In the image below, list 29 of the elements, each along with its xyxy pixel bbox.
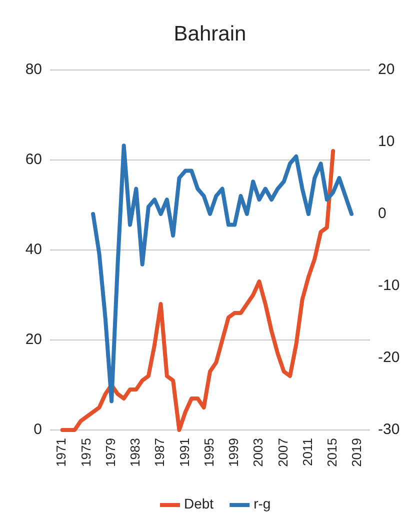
y2-tick-label: -10 [378,276,400,294]
x-tick-label: 1999 [226,438,242,467]
x-tick-label: 1995 [201,438,216,467]
chart-title: Bahrain [174,22,246,46]
x-tick-label: 1975 [78,438,94,467]
x-tick-label: 1987 [152,438,168,467]
x-tick-label: 1979 [102,438,118,467]
x-tick-label: 1971 [54,438,69,467]
x-tick-label: 2011 [300,438,315,466]
y2-tick-label: 20 [378,60,395,78]
x-tick-label: 2019 [349,438,364,467]
line-series [60,149,336,432]
x-tick-label: 1991 [176,438,192,467]
x-tick-label: 2015 [324,438,340,467]
y2-tick-label: 0 [378,204,386,222]
y-tick-label: 80 [25,60,42,78]
x-tick-label: 2003 [250,438,266,467]
y-tick-label: 60 [25,150,42,168]
y-tick-label: 20 [25,330,42,348]
y2-tick-label: -20 [378,348,400,366]
y2-tick-label: -30 [378,420,400,438]
x-tick-label: 1983 [128,438,143,467]
y2-tick-label: 10 [378,132,395,150]
y-tick-label: 40 [25,240,42,258]
line-series [91,144,354,404]
legend-label: r-g [254,496,271,512]
x-tick-label: 2007 [275,438,290,467]
y-tick-label: 0 [34,420,42,438]
legend-label: Debt [184,496,214,512]
